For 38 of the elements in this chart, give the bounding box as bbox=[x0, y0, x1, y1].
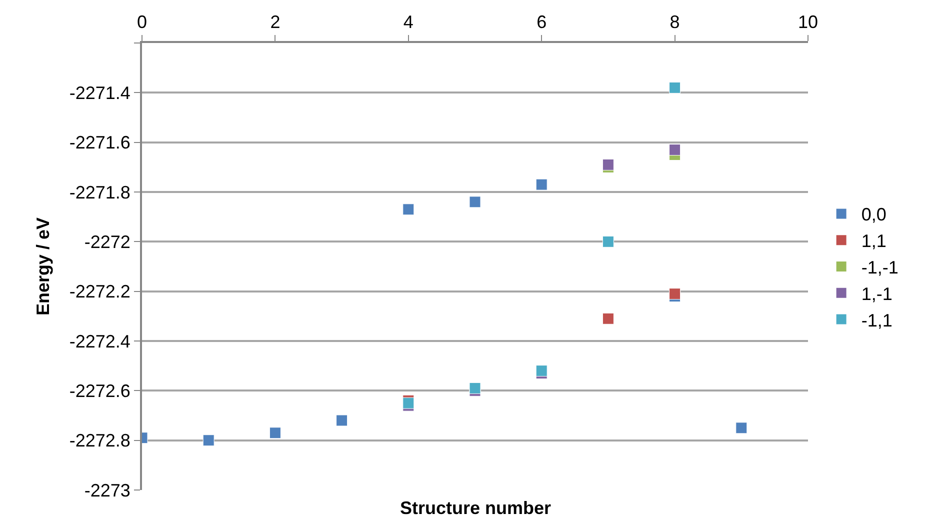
x-tick-label: 4 bbox=[403, 12, 414, 32]
legend-label: -1,1 bbox=[861, 310, 892, 330]
point bbox=[669, 288, 681, 300]
y-tick-label: -2271.8 bbox=[69, 182, 130, 202]
point bbox=[602, 158, 614, 170]
point bbox=[202, 434, 214, 446]
x-tick-label: 6 bbox=[536, 12, 547, 32]
point bbox=[469, 382, 481, 394]
legend-label: -1,-1 bbox=[861, 258, 898, 278]
y-axis-title: Energy / eV bbox=[33, 217, 54, 316]
y-tick-label: -2272 bbox=[84, 232, 130, 252]
point bbox=[336, 414, 348, 426]
point bbox=[669, 144, 681, 156]
point bbox=[402, 204, 414, 216]
point bbox=[402, 397, 414, 409]
point bbox=[602, 236, 614, 248]
y-tick-label: -2272.2 bbox=[69, 282, 130, 302]
point bbox=[469, 196, 481, 208]
x-tick-label: 0 bbox=[136, 12, 148, 32]
point bbox=[602, 312, 614, 324]
y-tick-label: -2272.8 bbox=[69, 430, 130, 451]
x-axis-title: Structure number bbox=[400, 498, 552, 518]
point bbox=[536, 365, 548, 377]
point bbox=[736, 422, 748, 434]
legend-label: 1,-1 bbox=[861, 284, 892, 304]
y-tick-label: -2271.4 bbox=[69, 82, 130, 103]
x-tick-label: 2 bbox=[270, 12, 280, 32]
point bbox=[669, 82, 681, 94]
y-tick-label: -2272.4 bbox=[69, 331, 130, 352]
y-tick-label: -2273 bbox=[84, 480, 130, 500]
legend-label: 0,0 bbox=[861, 204, 886, 225]
point bbox=[536, 178, 548, 190]
y-tick-label: -2271.6 bbox=[69, 132, 130, 153]
x-tick-label: 8 bbox=[670, 12, 680, 32]
y-tick-label: -2272.6 bbox=[69, 380, 130, 401]
legend-label: 1,1 bbox=[861, 231, 886, 252]
x-tick-label: 10 bbox=[798, 12, 818, 32]
point bbox=[269, 427, 281, 439]
